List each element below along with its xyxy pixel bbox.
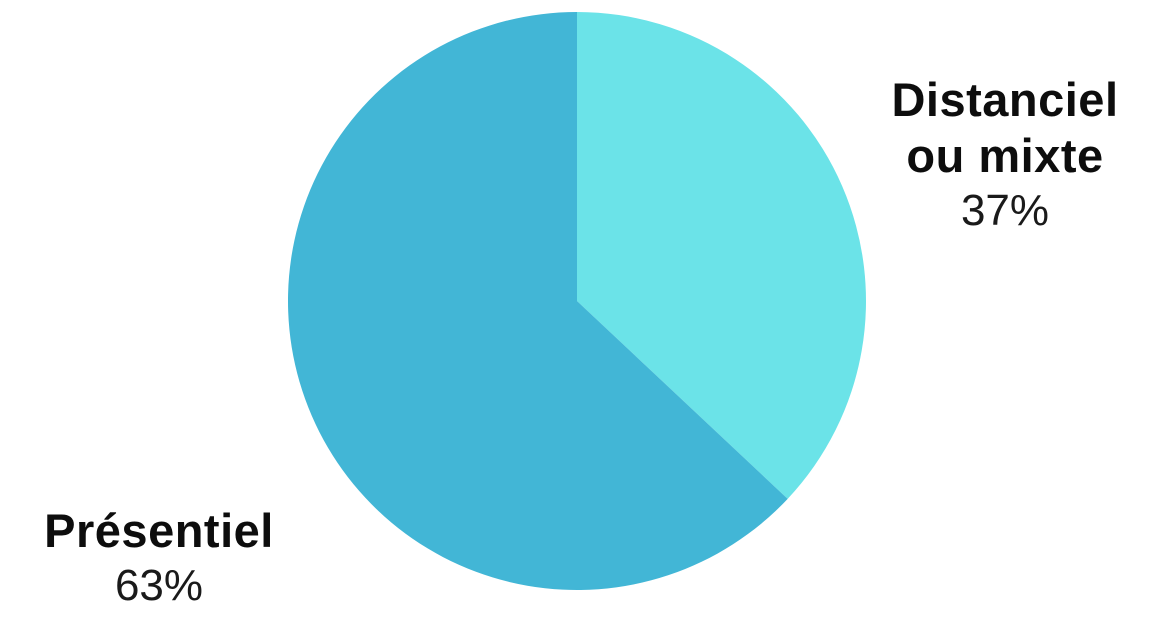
slice-name-distanciel-line2: ou mixte (906, 129, 1104, 182)
slice-label-distanciel: Distanciel ou mixte 37% (862, 72, 1148, 238)
slice-value-distanciel: 37% (960, 186, 1050, 235)
pie-slice-presentiel (287, 12, 788, 590)
pie-slice-distanciel (577, 12, 866, 499)
slice-value-presentiel: 63% (114, 561, 204, 610)
slice-name-presentiel: Présentiel (44, 504, 274, 557)
slice-name-distanciel-line1: Distanciel (891, 73, 1119, 126)
slice-label-presentiel: Présentiel 63% (14, 503, 304, 613)
